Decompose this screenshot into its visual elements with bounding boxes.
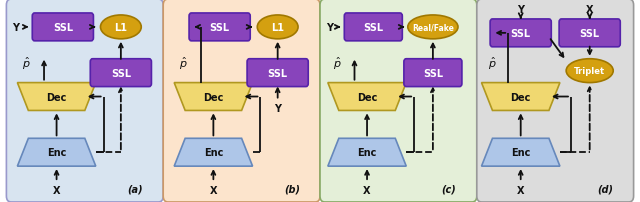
Polygon shape xyxy=(174,83,253,111)
FancyBboxPatch shape xyxy=(477,0,634,202)
Text: (c): (c) xyxy=(441,183,456,193)
Text: L1: L1 xyxy=(271,23,284,33)
Text: SSL: SSL xyxy=(511,29,531,39)
Text: Enc: Enc xyxy=(511,147,531,157)
Text: $\hat{p}$: $\hat{p}$ xyxy=(22,55,31,72)
Text: X: X xyxy=(586,5,593,15)
FancyBboxPatch shape xyxy=(32,14,93,42)
Text: $\hat{p}$: $\hat{p}$ xyxy=(179,55,188,72)
Text: X: X xyxy=(364,185,371,195)
FancyBboxPatch shape xyxy=(344,14,403,42)
FancyBboxPatch shape xyxy=(189,14,250,42)
Text: Enc: Enc xyxy=(357,147,377,157)
Polygon shape xyxy=(481,83,560,111)
Text: X: X xyxy=(210,185,217,195)
FancyBboxPatch shape xyxy=(559,20,620,47)
Text: Enc: Enc xyxy=(47,147,67,157)
Ellipse shape xyxy=(257,16,298,40)
Text: Dec: Dec xyxy=(46,92,67,102)
Text: SSL: SSL xyxy=(209,23,230,33)
Text: (a): (a) xyxy=(127,183,143,193)
Text: X: X xyxy=(53,185,60,195)
Ellipse shape xyxy=(408,16,458,40)
Text: SSL: SSL xyxy=(268,68,288,78)
Text: Dec: Dec xyxy=(203,92,223,102)
Text: (b): (b) xyxy=(284,183,300,193)
Text: SSL: SSL xyxy=(580,29,600,39)
Text: SSL: SSL xyxy=(364,23,383,33)
Polygon shape xyxy=(328,83,406,111)
Polygon shape xyxy=(17,139,96,166)
Text: X: X xyxy=(517,185,524,195)
Text: SSL: SSL xyxy=(111,68,131,78)
FancyBboxPatch shape xyxy=(163,0,320,202)
FancyBboxPatch shape xyxy=(490,20,551,47)
Polygon shape xyxy=(17,83,96,111)
Text: Y: Y xyxy=(517,5,524,15)
Ellipse shape xyxy=(100,16,141,40)
FancyBboxPatch shape xyxy=(247,59,308,87)
Text: L1: L1 xyxy=(115,23,127,33)
Text: Y: Y xyxy=(326,23,333,33)
FancyBboxPatch shape xyxy=(6,0,163,202)
Polygon shape xyxy=(481,139,560,166)
Text: Real/Fake: Real/Fake xyxy=(412,23,454,32)
Text: SSL: SSL xyxy=(52,23,73,33)
Polygon shape xyxy=(328,139,406,166)
Text: Y: Y xyxy=(12,23,19,33)
Text: Dec: Dec xyxy=(511,92,531,102)
Text: Triplet: Triplet xyxy=(574,67,605,76)
Ellipse shape xyxy=(566,59,613,83)
Text: Y: Y xyxy=(274,104,281,114)
Text: Enc: Enc xyxy=(204,147,223,157)
Text: $\hat{p}$: $\hat{p}$ xyxy=(333,55,342,72)
FancyBboxPatch shape xyxy=(320,0,477,202)
FancyBboxPatch shape xyxy=(404,59,462,87)
Text: $\hat{p}$: $\hat{p}$ xyxy=(488,55,497,72)
Text: (d): (d) xyxy=(597,183,613,193)
Text: SSL: SSL xyxy=(423,68,443,78)
Polygon shape xyxy=(174,139,253,166)
FancyBboxPatch shape xyxy=(90,59,152,87)
Text: Dec: Dec xyxy=(357,92,377,102)
